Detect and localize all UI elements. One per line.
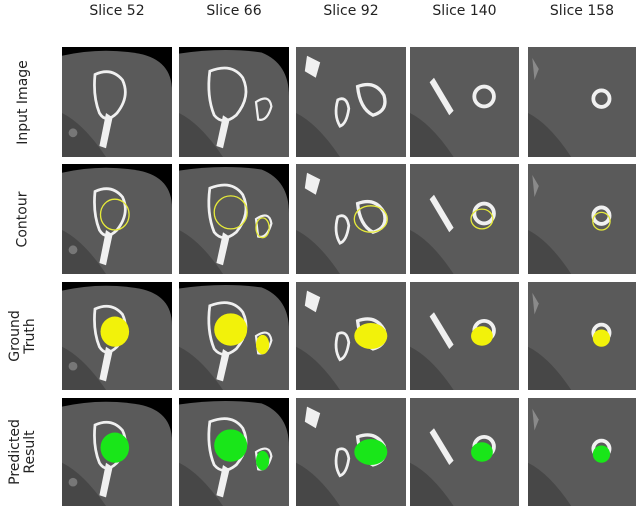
ct-image-truth-slice-2 <box>179 282 289 390</box>
row-label-3: Ground Truth <box>0 282 46 390</box>
column-title-3: Slice 92 <box>323 3 379 19</box>
ct-image-truth-slice-4 <box>410 282 519 390</box>
ct-image-contour-slice-5 <box>528 164 636 274</box>
row-label-text: Ground Truth <box>7 310 38 362</box>
ct-image-contour-slice-3 <box>296 164 406 274</box>
ct-image-truth-slice-1 <box>62 282 172 390</box>
ct-image-truth-slice-3 <box>296 282 406 390</box>
column-title-4: Slice 140 <box>432 3 497 19</box>
ct-image-input-slice-5 <box>528 47 636 157</box>
ct-image-input-slice-1 <box>62 47 172 157</box>
row-label-2: Contour <box>0 164 46 274</box>
ct-image-pred-slice-2 <box>179 398 289 506</box>
ct-image-pred-slice-4 <box>410 398 519 506</box>
ct-image-pred-slice-1 <box>62 398 172 506</box>
ct-image-input-slice-3 <box>296 47 406 157</box>
row-label-4: Predicted Result <box>0 398 46 506</box>
ct-image-pred-slice-3 <box>296 398 406 506</box>
ct-image-truth-slice-5 <box>528 282 636 390</box>
row-label-text: Contour <box>14 191 31 247</box>
ct-image-contour-slice-4 <box>410 164 519 274</box>
column-title-5: Slice 158 <box>549 3 615 19</box>
ct-image-pred-slice-5 <box>528 398 636 506</box>
ct-image-input-slice-4 <box>410 47 519 157</box>
ct-image-contour-slice-2 <box>179 164 289 274</box>
row-label-text: Input Image <box>14 59 31 145</box>
row-label-text: Predicted Result <box>7 419 39 485</box>
column-title-2: Slice 66 <box>206 3 262 19</box>
column-title-1: Slice 52 <box>89 3 145 19</box>
ct-image-contour-slice-1 <box>62 164 172 274</box>
row-label-1: Input Image <box>0 47 46 157</box>
ct-image-input-slice-2 <box>179 47 289 157</box>
